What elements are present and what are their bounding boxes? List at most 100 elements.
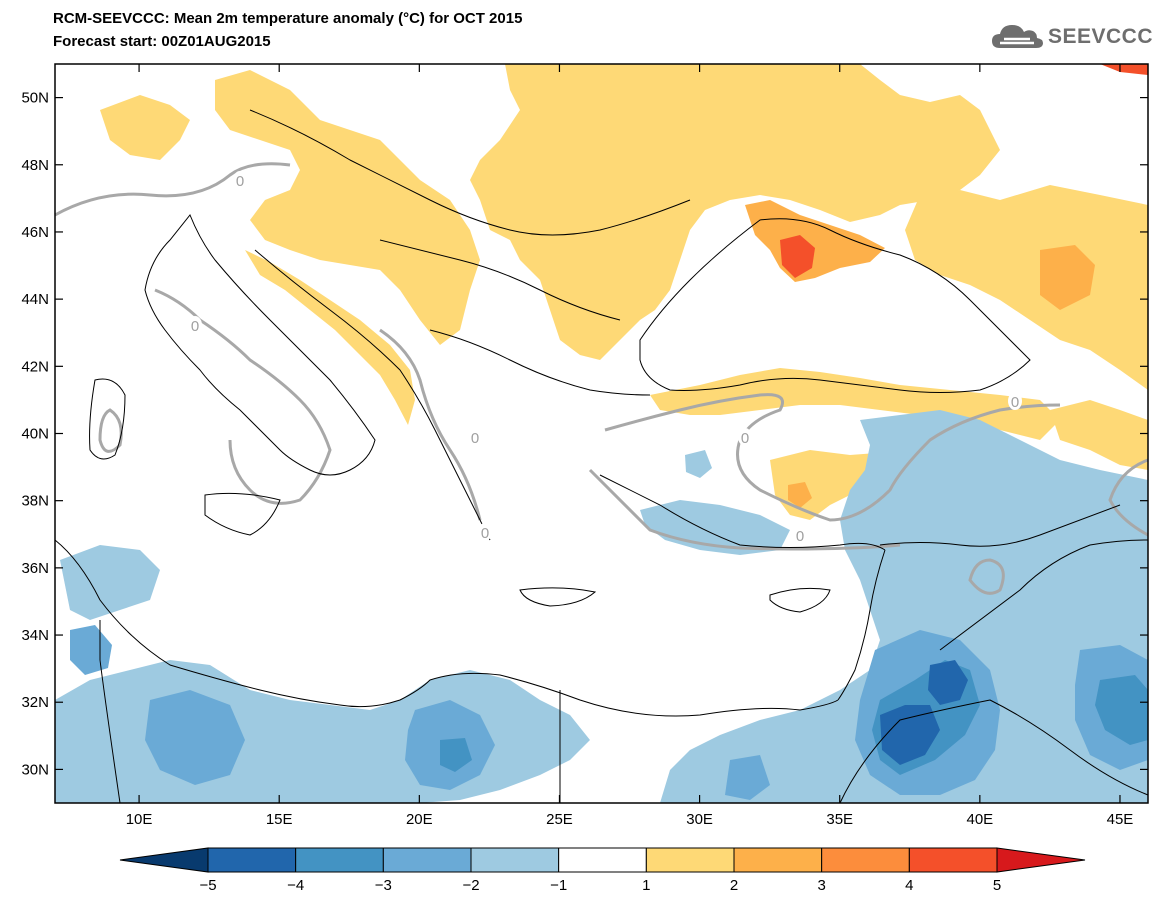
contour-label: 0: [1011, 394, 1019, 411]
contour-labels: 0 0 0 0 0 0 0: [188, 171, 1022, 545]
latitude-axis: 50N 48N 46N 44N 42N 40N 38N 36N 34N 32N 30N: [21, 90, 1148, 778]
warm-anomaly-regions: [100, 64, 1148, 520]
colorbar-swatch: [558, 847, 647, 873]
cloud-icon: [991, 25, 1043, 48]
lon-tick-label: 10E: [126, 811, 153, 828]
zero-contours: [54, 162, 1149, 595]
border-central-europe: [249, 109, 691, 236]
lon-tick-label: 15E: [266, 811, 293, 828]
contour-label: 0: [796, 528, 804, 545]
colorbar-label: −1: [550, 877, 567, 894]
black-sea-coastline: [639, 218, 1031, 393]
border-hungary-romania: [379, 239, 621, 321]
lat-tick-label: 36N: [21, 560, 49, 577]
colorbar-label: −4: [287, 877, 304, 894]
lon-tick-label: 30E: [686, 811, 713, 828]
warm-region-central-europe: [215, 70, 480, 345]
seevccc-logo: SEEVCCC: [990, 22, 1153, 52]
colorbar-label: −5: [199, 877, 216, 894]
sardinia-coastline: [89, 378, 126, 460]
colorbar-swatch: [207, 847, 297, 873]
lat-tick-label: 34N: [21, 627, 49, 644]
contour-label-bg: [738, 428, 752, 446]
cool-region-libya-west: [145, 690, 245, 785]
cool-region-syria-core: [928, 660, 968, 705]
warm-region-anatolia-inner: [788, 482, 812, 508]
contour-label-bg: [468, 428, 482, 446]
cool-region-iraq-inner: [1095, 675, 1148, 745]
warm-region-crimea-inner: [745, 200, 885, 282]
lat-tick-label: 44N: [21, 291, 49, 308]
colorbar-label: 5: [993, 877, 1001, 894]
contour-label-bg: [233, 171, 247, 189]
cool-region-levant: [660, 410, 1148, 803]
warm-region-adriatic-coast: [245, 250, 415, 425]
crete-coastline: [519, 587, 597, 607]
border-libya-tunisia: [99, 620, 121, 804]
lat-tick-label: 38N: [21, 493, 49, 510]
contour-label: 0: [236, 173, 244, 190]
colorbar-over-triangle: [996, 847, 1086, 873]
cool-region-anatolia-west: [685, 450, 712, 478]
cool-region-tunisia-inner: [70, 625, 112, 675]
lat-tick-label: 48N: [21, 157, 49, 174]
lon-tick-label: 40E: [966, 811, 993, 828]
border-syria-iraq: [939, 539, 1149, 651]
turkey-south-coastline: [599, 474, 886, 551]
contour-label: 0: [191, 318, 199, 335]
warm-region-ne-corner: [1100, 64, 1148, 75]
cool-region-egypt-east: [725, 755, 770, 800]
colorbar-swatch: [733, 847, 823, 873]
colorbar-label: 2: [730, 877, 738, 894]
lat-tick-label: 32N: [21, 694, 49, 711]
sicily-coastline: [204, 492, 281, 536]
lon-tick-label: 35E: [826, 811, 853, 828]
coastlines-and-borders: [54, 109, 1149, 804]
africa-coastline: [54, 539, 839, 717]
lat-tick-label: 42N: [21, 358, 49, 375]
contour-label: 0: [481, 525, 489, 542]
lon-tick-label: 45E: [1107, 811, 1134, 828]
balkan-coastline: [254, 249, 491, 541]
contour-label-bg: [478, 523, 492, 541]
contour-label-bg: [1008, 392, 1022, 410]
contour-label: 0: [471, 430, 479, 447]
map-title: RCM-SEEVCCC: Mean 2m temperature anomaly…: [53, 10, 523, 27]
colorbar-swatch: [908, 847, 998, 873]
colorbar: −5 −4 −3 −2 −1 1 2 3 4 5: [119, 847, 1086, 894]
border-turkey-north: [879, 504, 1121, 547]
colorbar-swatch: [382, 847, 472, 873]
colorbar-label: −3: [375, 877, 392, 894]
colorbar-swatch: [295, 847, 384, 873]
border-jordan-saudi: [839, 699, 1149, 804]
warm-region-ukraine: [470, 64, 1000, 360]
levant-coastline: [837, 549, 886, 701]
cool-region-north-africa: [55, 660, 590, 803]
cool-region-jordan-core: [880, 705, 940, 765]
lat-tick-label: 50N: [21, 90, 49, 107]
lat-tick-label: 40N: [21, 426, 49, 443]
colorbar-swatch: [470, 847, 560, 873]
lat-tick-label: 30N: [21, 761, 49, 778]
cool-region-tunisia: [60, 545, 160, 620]
forecast-start-label: Forecast start: 00Z01AUG2015: [53, 33, 271, 50]
colorbar-label: 3: [817, 877, 825, 894]
warm-region-caucasus-inner: [1040, 245, 1095, 310]
cool-region-libya-core: [440, 738, 472, 772]
contour-label-bg: [188, 316, 202, 334]
colorbar-swatch: [821, 847, 910, 873]
cyprus-coastline: [769, 587, 831, 613]
contour-label: 0: [741, 430, 749, 447]
warm-region-west-alps: [100, 95, 190, 160]
lon-tick-label: 20E: [406, 811, 433, 828]
cool-anomaly-regions: [55, 410, 1148, 803]
longitude-axis: 10E 15E 20E 25E 30E 35E 40E 45E: [126, 64, 1134, 828]
cool-region-aegean-east: [640, 500, 790, 555]
border-balkans: [429, 329, 651, 396]
colorbar-label: −2: [462, 877, 479, 894]
italy-coastline: [144, 214, 376, 476]
colorbar-swatch: [645, 847, 735, 873]
contour-label-bg: [793, 526, 807, 544]
warm-region-crimea-core: [780, 235, 815, 278]
